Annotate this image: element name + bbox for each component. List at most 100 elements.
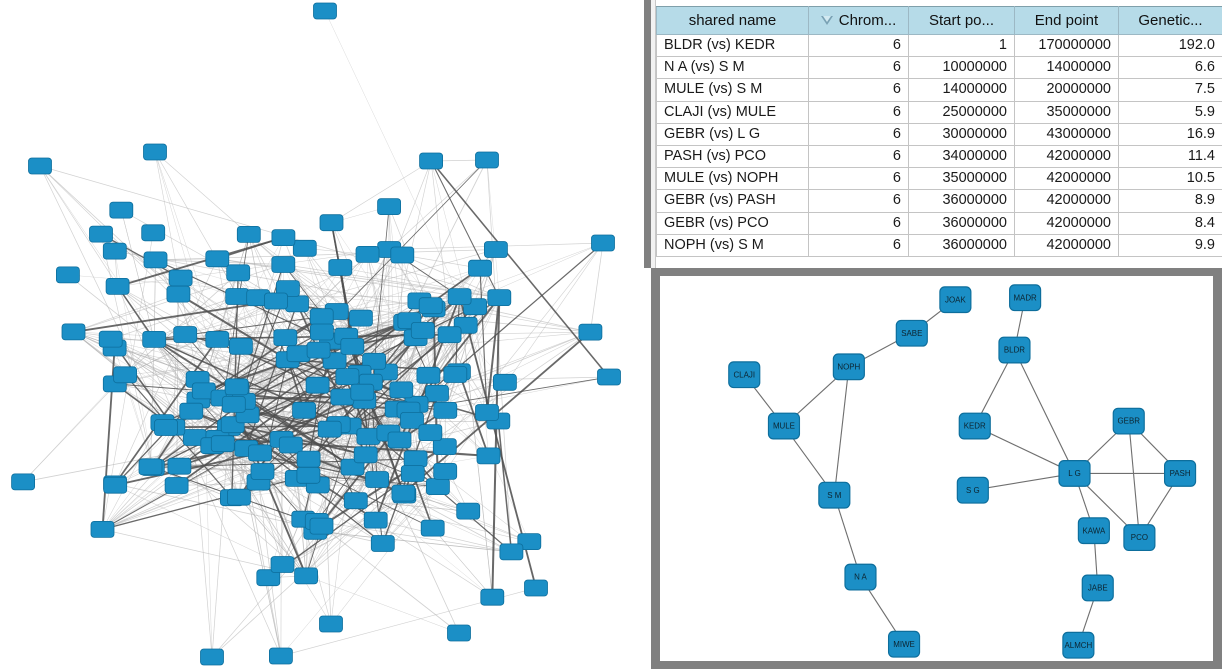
main-network-node-shape[interactable] xyxy=(205,330,230,348)
table-cell-end[interactable]: 14000000 xyxy=(1014,56,1119,80)
main-network-node[interactable] xyxy=(389,381,414,399)
subnetwork-node[interactable]: PASH xyxy=(1163,460,1197,487)
main-network-node[interactable] xyxy=(350,383,375,401)
main-network-node[interactable] xyxy=(377,198,402,216)
main-network-node[interactable] xyxy=(363,511,388,529)
table-cell-genetic[interactable]: 6.6 xyxy=(1118,56,1222,80)
main-network-node[interactable] xyxy=(591,234,615,252)
main-network-node[interactable] xyxy=(400,411,424,429)
main-network-node-shape[interactable] xyxy=(447,624,471,642)
main-network-edge[interactable] xyxy=(388,159,488,250)
table-header-shared_name[interactable]: shared name xyxy=(656,6,809,35)
main-network-node-shape[interactable] xyxy=(166,285,191,303)
main-network-node-shape[interactable] xyxy=(330,388,355,406)
main-network-node[interactable] xyxy=(166,285,191,303)
main-network-node[interactable] xyxy=(141,224,166,242)
table-cell-chrom[interactable]: 6 xyxy=(808,144,909,169)
table-cell-genetic[interactable]: 7.5 xyxy=(1118,78,1222,102)
table-cell-chrom[interactable]: 6 xyxy=(808,233,909,257)
subnetwork-edge[interactable] xyxy=(1128,421,1140,538)
main-network-node-shape[interactable] xyxy=(285,295,309,313)
main-network-node[interactable] xyxy=(210,435,235,453)
table-header-start[interactable]: Start po... xyxy=(908,6,1015,35)
main-network-node-shape[interactable] xyxy=(309,517,334,535)
main-network-node-shape[interactable] xyxy=(335,368,360,386)
main-network-edge[interactable] xyxy=(124,374,233,499)
table-header-row[interactable]: shared name Chrom... Start po... End point G… xyxy=(656,6,1222,35)
main-network-node[interactable] xyxy=(356,428,381,445)
table-cell-shared_name[interactable]: GEBR (vs) PASH xyxy=(656,189,809,213)
main-network-node-shape[interactable] xyxy=(105,277,130,295)
main-network-node-shape[interactable] xyxy=(90,521,115,538)
main-network-edge[interactable] xyxy=(402,254,500,298)
table-row[interactable]: PASH (vs) PCO 6 34000000 42000000 11.4 xyxy=(656,144,1222,169)
main-network-edge[interactable] xyxy=(73,331,259,483)
genetic-interval-table[interactable]: shared name Chrom... Start po... End point G… xyxy=(656,6,1222,257)
subnetwork-node[interactable]: MIWE xyxy=(887,630,921,658)
main-network-node-shape[interactable] xyxy=(109,201,134,219)
table-cell-genetic[interactable]: 5.9 xyxy=(1118,100,1222,124)
main-network-node-shape[interactable] xyxy=(391,484,416,502)
main-network-node-shape[interactable] xyxy=(400,411,424,429)
subnetwork-node-shape[interactable] xyxy=(728,361,761,389)
table-cell-genetic[interactable]: 11.4 xyxy=(1118,144,1222,169)
main-network-edge[interactable] xyxy=(486,159,512,552)
main-network-edge[interactable] xyxy=(116,285,155,340)
main-network-node[interactable] xyxy=(403,450,428,468)
main-network-edge[interactable] xyxy=(222,443,240,498)
main-network-node-shape[interactable] xyxy=(200,648,224,666)
main-network-node-shape[interactable] xyxy=(143,143,167,161)
main-network-node-shape[interactable] xyxy=(319,615,343,633)
subnetwork-node[interactable]: CLAJI xyxy=(728,361,761,389)
main-network-node-shape[interactable] xyxy=(348,309,373,327)
table-cell-end[interactable]: 170000000 xyxy=(1014,33,1119,58)
main-network-node-shape[interactable] xyxy=(173,326,198,343)
subnetwork-node[interactable]: ALMCH xyxy=(1062,631,1095,659)
main-network-edge[interactable] xyxy=(315,531,512,553)
main-network-edge[interactable] xyxy=(237,389,353,468)
main-network-edge[interactable] xyxy=(280,439,282,657)
main-network-edge[interactable] xyxy=(176,479,378,486)
main-network-node-shape[interactable] xyxy=(447,288,472,306)
main-network-node-shape[interactable] xyxy=(142,330,167,348)
main-network-edge[interactable] xyxy=(114,383,204,392)
main-network-edge[interactable] xyxy=(222,254,368,399)
main-network-node[interactable] xyxy=(370,535,395,552)
table-row[interactable]: GEBR (vs) PCO 6 36000000 42000000 8.4 xyxy=(656,211,1222,235)
main-network-node-shape[interactable] xyxy=(271,256,296,273)
main-network-node-shape[interactable] xyxy=(416,366,441,384)
subnetwork-node[interactable]: NOPH xyxy=(832,353,865,381)
main-network-edge[interactable] xyxy=(114,383,383,544)
main-network-node[interactable] xyxy=(419,152,444,170)
main-network-edge[interactable] xyxy=(191,396,343,412)
main-network-node[interactable] xyxy=(278,436,303,454)
main-network-node[interactable] xyxy=(109,201,134,219)
main-network-node[interactable] xyxy=(296,450,321,468)
main-network-node[interactable] xyxy=(348,309,373,327)
main-network-edge[interactable] xyxy=(232,420,499,425)
main-network-node[interactable] xyxy=(330,388,355,406)
main-network-node[interactable] xyxy=(285,295,309,313)
subnetwork-edge[interactable] xyxy=(972,472,1075,491)
main-network-node-shape[interactable] xyxy=(387,431,412,449)
main-network-node[interactable] xyxy=(391,484,416,502)
main-network-node[interactable] xyxy=(228,337,253,355)
main-network-node-shape[interactable] xyxy=(228,337,253,355)
main-network-node-shape[interactable] xyxy=(350,383,375,401)
main-network-edge[interactable] xyxy=(340,267,500,298)
main-network-edge[interactable] xyxy=(101,347,116,530)
main-network-node[interactable] xyxy=(221,395,246,413)
main-network-node-shape[interactable] xyxy=(475,404,499,421)
main-network-edge[interactable] xyxy=(154,151,218,340)
main-network-node[interactable] xyxy=(296,466,321,484)
main-network-node[interactable] xyxy=(317,420,342,438)
main-network-edge[interactable] xyxy=(39,165,500,298)
subnetwork-node[interactable]: JOAK xyxy=(939,286,972,314)
main-network-node[interactable] xyxy=(306,341,331,359)
table-cell-shared_name[interactable]: BLDR (vs) KEDR xyxy=(656,33,809,58)
main-network-node[interactable] xyxy=(11,473,36,491)
main-network-edge[interactable] xyxy=(110,296,238,340)
main-network-node-shape[interactable] xyxy=(353,446,378,464)
main-network-node-shape[interactable] xyxy=(168,269,193,287)
subnetwork-node-shape[interactable] xyxy=(895,319,928,347)
